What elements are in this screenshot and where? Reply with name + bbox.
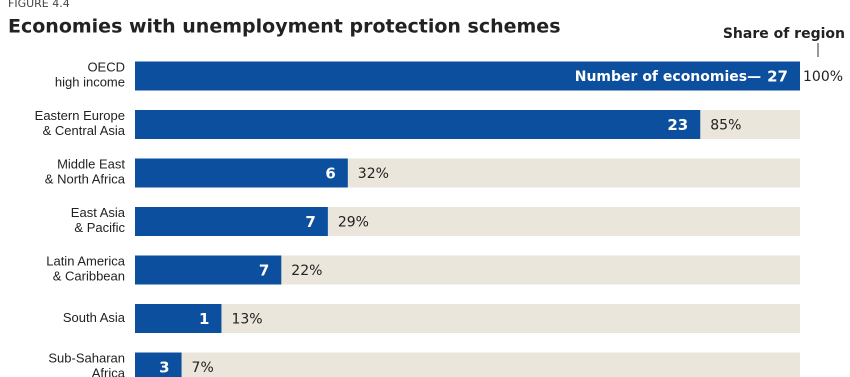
bar xyxy=(135,207,328,236)
track xyxy=(135,352,800,377)
chart-title: Economies with unemployment protection s… xyxy=(8,16,561,38)
value-label: 100% xyxy=(803,69,843,85)
value-label: 29% xyxy=(338,215,369,231)
category-label: Latin America & Caribbean xyxy=(46,254,126,284)
track xyxy=(135,304,800,333)
count-label: 7 xyxy=(259,262,269,280)
category-label: Middle East & North Africa xyxy=(45,157,126,187)
bar xyxy=(135,255,282,285)
bar xyxy=(135,304,222,333)
value-label: 13% xyxy=(231,312,262,328)
count-label: 3 xyxy=(159,359,169,377)
count-label: 27 xyxy=(767,68,788,86)
count-label: 7 xyxy=(305,213,315,231)
bar xyxy=(135,61,800,91)
value-label: 22% xyxy=(291,263,322,279)
value-label: 7% xyxy=(192,360,214,376)
count-label: 23 xyxy=(667,116,688,134)
bar xyxy=(135,352,182,377)
legend-share: Share of region xyxy=(723,26,845,42)
bar xyxy=(135,158,348,188)
count-legend: Number of economies— xyxy=(575,69,761,85)
value-label: 85% xyxy=(710,118,741,134)
category-label: Sub-Saharan Africa xyxy=(48,351,125,377)
category-label: OECD high income xyxy=(55,60,125,90)
category-label: East Asia & Pacific xyxy=(71,205,126,235)
bar xyxy=(135,110,701,139)
figure-label: FIGURE 4.4 xyxy=(8,0,70,10)
count-label: 1 xyxy=(199,310,209,328)
category-label: South Asia xyxy=(63,310,126,325)
count-label: 6 xyxy=(325,165,335,183)
value-label: 32% xyxy=(358,166,389,182)
category-label: Eastern Europe & Central Asia xyxy=(35,108,126,138)
